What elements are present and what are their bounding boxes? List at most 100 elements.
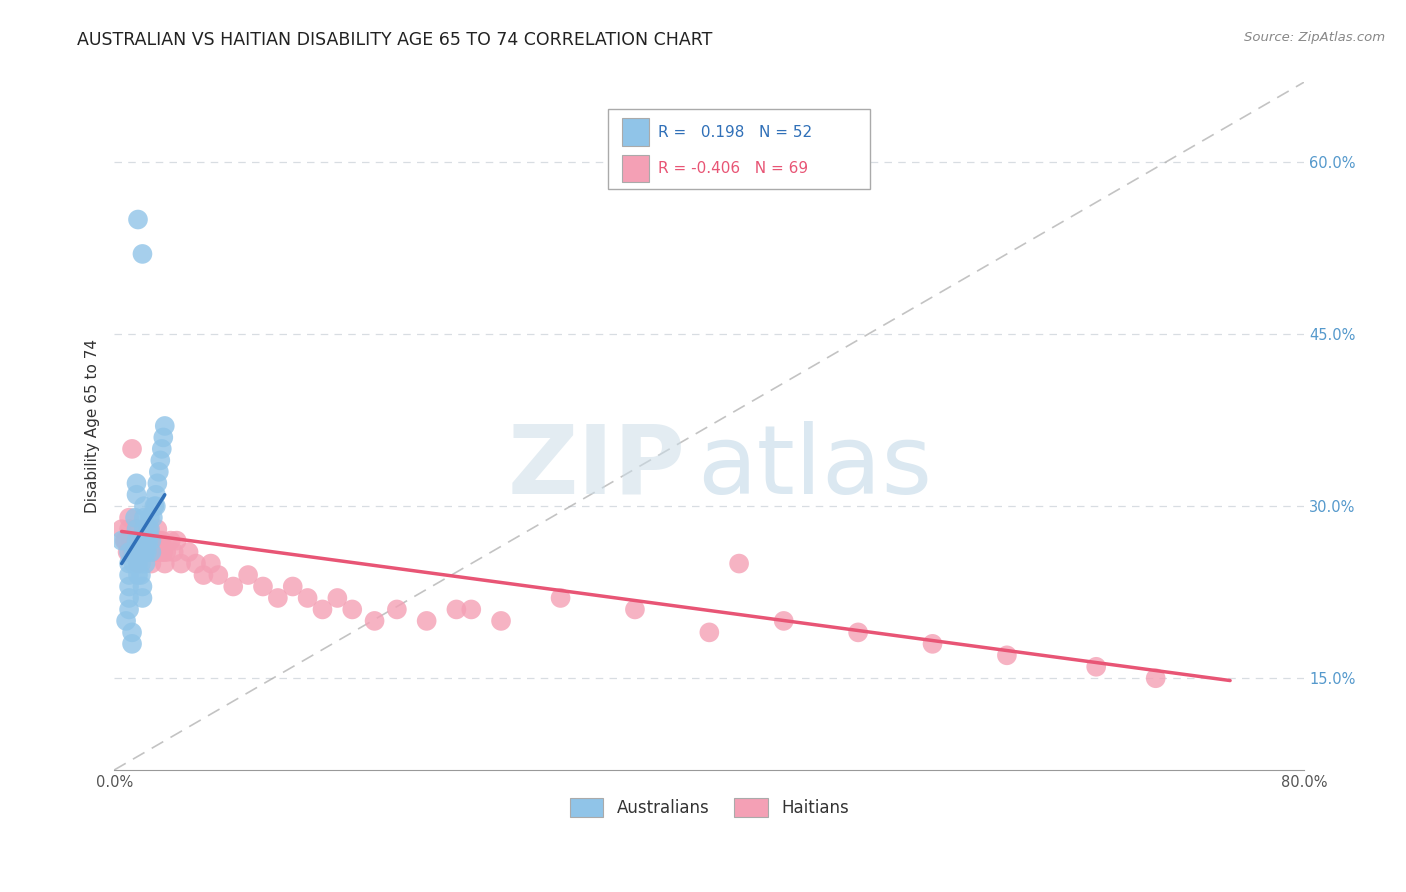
Point xyxy=(145,545,167,559)
Point xyxy=(138,545,160,559)
Point xyxy=(135,545,157,559)
Point xyxy=(129,568,152,582)
FancyBboxPatch shape xyxy=(623,154,648,182)
Point xyxy=(193,568,215,582)
Point xyxy=(129,533,152,548)
FancyBboxPatch shape xyxy=(623,119,648,145)
Point xyxy=(121,442,143,456)
Point xyxy=(132,533,155,548)
Point xyxy=(415,614,437,628)
Point xyxy=(281,580,304,594)
Point xyxy=(114,533,136,548)
Point xyxy=(129,557,152,571)
Point xyxy=(163,545,186,559)
Point xyxy=(125,476,148,491)
Point xyxy=(141,545,163,559)
Point xyxy=(129,545,152,559)
Point xyxy=(143,533,166,548)
Point xyxy=(142,545,165,559)
Text: AUSTRALIAN VS HAITIAN DISABILITY AGE 65 TO 74 CORRELATION CHART: AUSTRALIAN VS HAITIAN DISABILITY AGE 65 … xyxy=(77,31,713,49)
Point xyxy=(995,648,1018,663)
Point xyxy=(846,625,869,640)
Point xyxy=(117,545,139,559)
Point xyxy=(921,637,943,651)
Point xyxy=(222,580,245,594)
Point xyxy=(267,591,290,605)
Point xyxy=(118,591,141,605)
Point xyxy=(132,522,155,536)
Point xyxy=(127,557,149,571)
Point xyxy=(127,557,149,571)
Text: R = -0.406   N = 69: R = -0.406 N = 69 xyxy=(658,161,808,176)
Point xyxy=(132,510,155,524)
Point xyxy=(728,557,751,571)
Point xyxy=(363,614,385,628)
Point xyxy=(141,533,163,548)
Point xyxy=(146,522,169,536)
Point xyxy=(146,476,169,491)
Point xyxy=(125,522,148,536)
Point xyxy=(125,533,148,548)
Point xyxy=(624,602,647,616)
Point xyxy=(122,533,145,548)
Point xyxy=(150,533,173,548)
Point xyxy=(118,510,141,524)
Point xyxy=(121,637,143,651)
Point xyxy=(155,545,177,559)
Point xyxy=(128,545,150,559)
Point xyxy=(148,465,170,479)
Point xyxy=(1085,660,1108,674)
Point xyxy=(121,625,143,640)
Point xyxy=(141,557,163,571)
Point xyxy=(134,557,156,571)
Point xyxy=(118,568,141,582)
Point xyxy=(127,212,149,227)
Point xyxy=(124,510,146,524)
Point xyxy=(153,557,176,571)
Point xyxy=(166,533,188,548)
Point xyxy=(120,533,142,548)
Point xyxy=(118,602,141,616)
Point xyxy=(138,522,160,536)
Point xyxy=(550,591,572,605)
Point xyxy=(159,533,181,548)
Point xyxy=(118,545,141,559)
Point xyxy=(1144,671,1167,685)
Point xyxy=(138,533,160,548)
Point xyxy=(127,533,149,548)
Point xyxy=(150,442,173,456)
Text: Source: ZipAtlas.com: Source: ZipAtlas.com xyxy=(1244,31,1385,45)
Point xyxy=(297,591,319,605)
Point xyxy=(122,557,145,571)
Point xyxy=(184,557,207,571)
Point xyxy=(134,545,156,559)
FancyBboxPatch shape xyxy=(609,110,870,188)
Point xyxy=(699,625,721,640)
Point xyxy=(446,602,468,616)
Point xyxy=(121,545,143,559)
Point xyxy=(135,533,157,548)
Point xyxy=(134,533,156,548)
Point xyxy=(115,533,138,548)
Point xyxy=(142,510,165,524)
Point xyxy=(132,500,155,514)
Legend: Australians, Haitians: Australians, Haitians xyxy=(564,791,855,823)
Point xyxy=(135,533,157,548)
Point xyxy=(326,591,349,605)
Point xyxy=(131,591,153,605)
Y-axis label: Disability Age 65 to 74: Disability Age 65 to 74 xyxy=(86,339,100,513)
Point xyxy=(118,522,141,536)
Point xyxy=(118,557,141,571)
Point xyxy=(111,533,134,548)
Point xyxy=(385,602,408,616)
Point xyxy=(236,568,259,582)
Point xyxy=(115,614,138,628)
Point xyxy=(342,602,364,616)
Point xyxy=(145,500,167,514)
Point xyxy=(139,510,162,524)
Point xyxy=(125,545,148,559)
Point xyxy=(128,533,150,548)
Point xyxy=(149,545,172,559)
Point xyxy=(118,580,141,594)
Point xyxy=(139,522,162,536)
